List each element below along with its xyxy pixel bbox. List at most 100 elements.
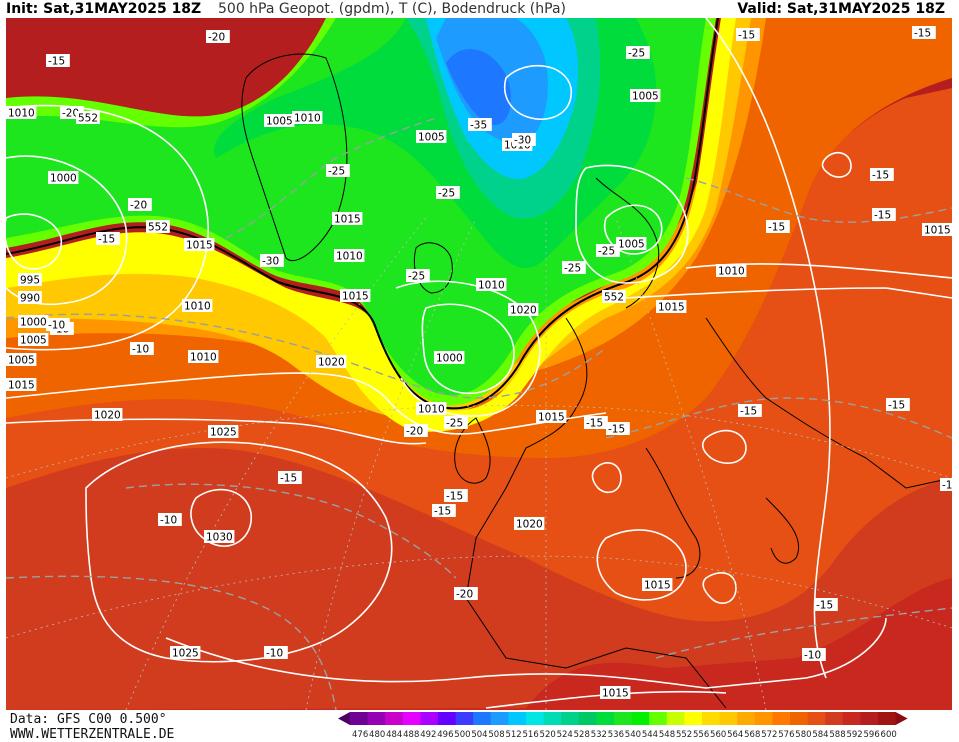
colorbar-swatch (772, 712, 791, 725)
colorbar-swatch (631, 712, 650, 725)
pressure-label-box (48, 171, 79, 184)
field-580 (6, 88, 952, 622)
pressure-label: 1025 (208, 425, 239, 439)
temperature-label-text: -10 (804, 650, 821, 662)
pressure-label-text: 1015 (602, 688, 629, 700)
temperature-label-text: -15 (98, 234, 115, 246)
colorbar-label: 564 (727, 730, 743, 740)
temperature-label-box (940, 478, 952, 491)
colorbar-label: 556 (693, 730, 709, 740)
temperature-label-box (584, 416, 608, 429)
temperature-label-text: -15 (914, 28, 931, 40)
temperature-label-box (206, 30, 230, 43)
temperature-label-text: -10 (48, 320, 65, 332)
colorbar-swatch (825, 712, 844, 725)
temperature-label: -15 (584, 416, 608, 430)
height-labels: 552 552 552 (76, 111, 626, 304)
colorbar-label: 504 (471, 730, 487, 740)
temperature-label-text: -15 (888, 400, 905, 412)
pressure-label: 1015 (536, 410, 567, 424)
height-label-text: 552 (78, 113, 98, 125)
temperature-label-text: -15 (872, 170, 889, 182)
pressure-label: 1015 (6, 378, 37, 392)
temperature-label: -30 (512, 133, 536, 147)
pressure-label: 1005 (18, 333, 49, 347)
temperature-label: -15 (886, 398, 910, 412)
height-label: 552 (76, 111, 100, 125)
weather-map[interactable]: 1010 1005 1000 995 990 1000 1005 1010 1015 1010 10… (6, 18, 952, 710)
pressure-label: 1010 (6, 106, 37, 120)
pressure-label-text: 1020 (318, 357, 345, 369)
pressure-label-box (630, 89, 661, 102)
pressure-label-text: 1015 (658, 302, 685, 314)
field-524 (446, 49, 511, 126)
temperature-label: -15 (444, 489, 468, 503)
pressure-label: 990 (18, 291, 42, 305)
temperature-label: -10 (130, 342, 154, 356)
temperature-label-box (444, 489, 468, 502)
pressure-label-box (716, 264, 747, 277)
temperature-label-text: -15 (768, 222, 785, 234)
colorbar-swatch (649, 712, 668, 725)
temperature-label-box (736, 28, 760, 41)
lat-lon-grid (6, 217, 952, 710)
pressure-label: 1010 (188, 350, 219, 364)
field-572 (6, 18, 952, 458)
colorbar-label: 532 (591, 730, 607, 740)
temperature-label: -15 (872, 208, 896, 222)
temperature-label-text: -20 (130, 200, 147, 212)
pressure-label-box (922, 223, 952, 236)
pressure-label: 1020 (508, 303, 539, 317)
pressure-label-box (416, 402, 447, 415)
temperature-label: -25 (406, 269, 430, 283)
pressure-label: 1010 (416, 402, 447, 416)
pressure-label: 1015 (332, 212, 363, 226)
pressure-label-text: 1000 (20, 317, 47, 329)
temperature-label: -10 (46, 318, 70, 332)
pressure-label: 1000 (48, 171, 79, 185)
pressure-label-text: 1010 (418, 404, 445, 416)
temperature-label-text: -15 (738, 30, 755, 42)
temperature-label-box (626, 46, 650, 59)
pressure-label-text: 995 (20, 275, 40, 287)
temperature-label-box (870, 168, 894, 181)
pressure-label-box (316, 355, 347, 368)
colorbar-label: 508 (488, 730, 504, 740)
temperature-label-text: -15 (280, 473, 297, 485)
colorbar-swatch (702, 712, 721, 725)
temperature-label: -15 (814, 598, 838, 612)
pressure-label-box (656, 300, 687, 313)
temperature-label-text: -15 (434, 506, 451, 518)
temperature-label: -15 (432, 504, 456, 518)
colorbar-label: 536 (608, 730, 624, 740)
temperature-label-text: -20 (456, 589, 473, 601)
pressure-label: 1000 (18, 315, 49, 329)
colorbar-swatch (790, 712, 809, 725)
pressure-label: 1015 (642, 578, 673, 592)
temperature-label: -25 (444, 416, 468, 430)
colorbar-label: 580 (795, 730, 811, 740)
temperature-label-box (128, 198, 152, 211)
temperature-label-box (444, 416, 468, 429)
temperature-label-text: -20 (62, 108, 79, 120)
pressure-label-box (92, 408, 123, 421)
pressure-label-box (6, 378, 37, 391)
pressure-label: 1010 (334, 249, 365, 263)
temperature-label-box (606, 422, 630, 435)
temperature-label: -15 (46, 54, 70, 68)
pressure-label-text: 1010 (184, 301, 211, 313)
temperature-label: -15 (736, 28, 760, 42)
height-label-text: 552 (604, 292, 624, 304)
temperature-label-box (326, 164, 350, 177)
temperature-label: -15 (870, 168, 894, 182)
pressure-label-box (292, 111, 323, 124)
colorbar-label: 584 (812, 730, 828, 740)
pressure-label-box (170, 646, 201, 659)
colorbar-swatch (860, 712, 879, 725)
pressure-label-box (264, 114, 295, 127)
temperature-label-text: -25 (408, 271, 425, 283)
colorbar-swatch (842, 712, 861, 725)
pressure-label-text: 1010 (336, 251, 363, 263)
pressure-label-box (18, 333, 49, 346)
pressure-label-box (416, 130, 447, 143)
